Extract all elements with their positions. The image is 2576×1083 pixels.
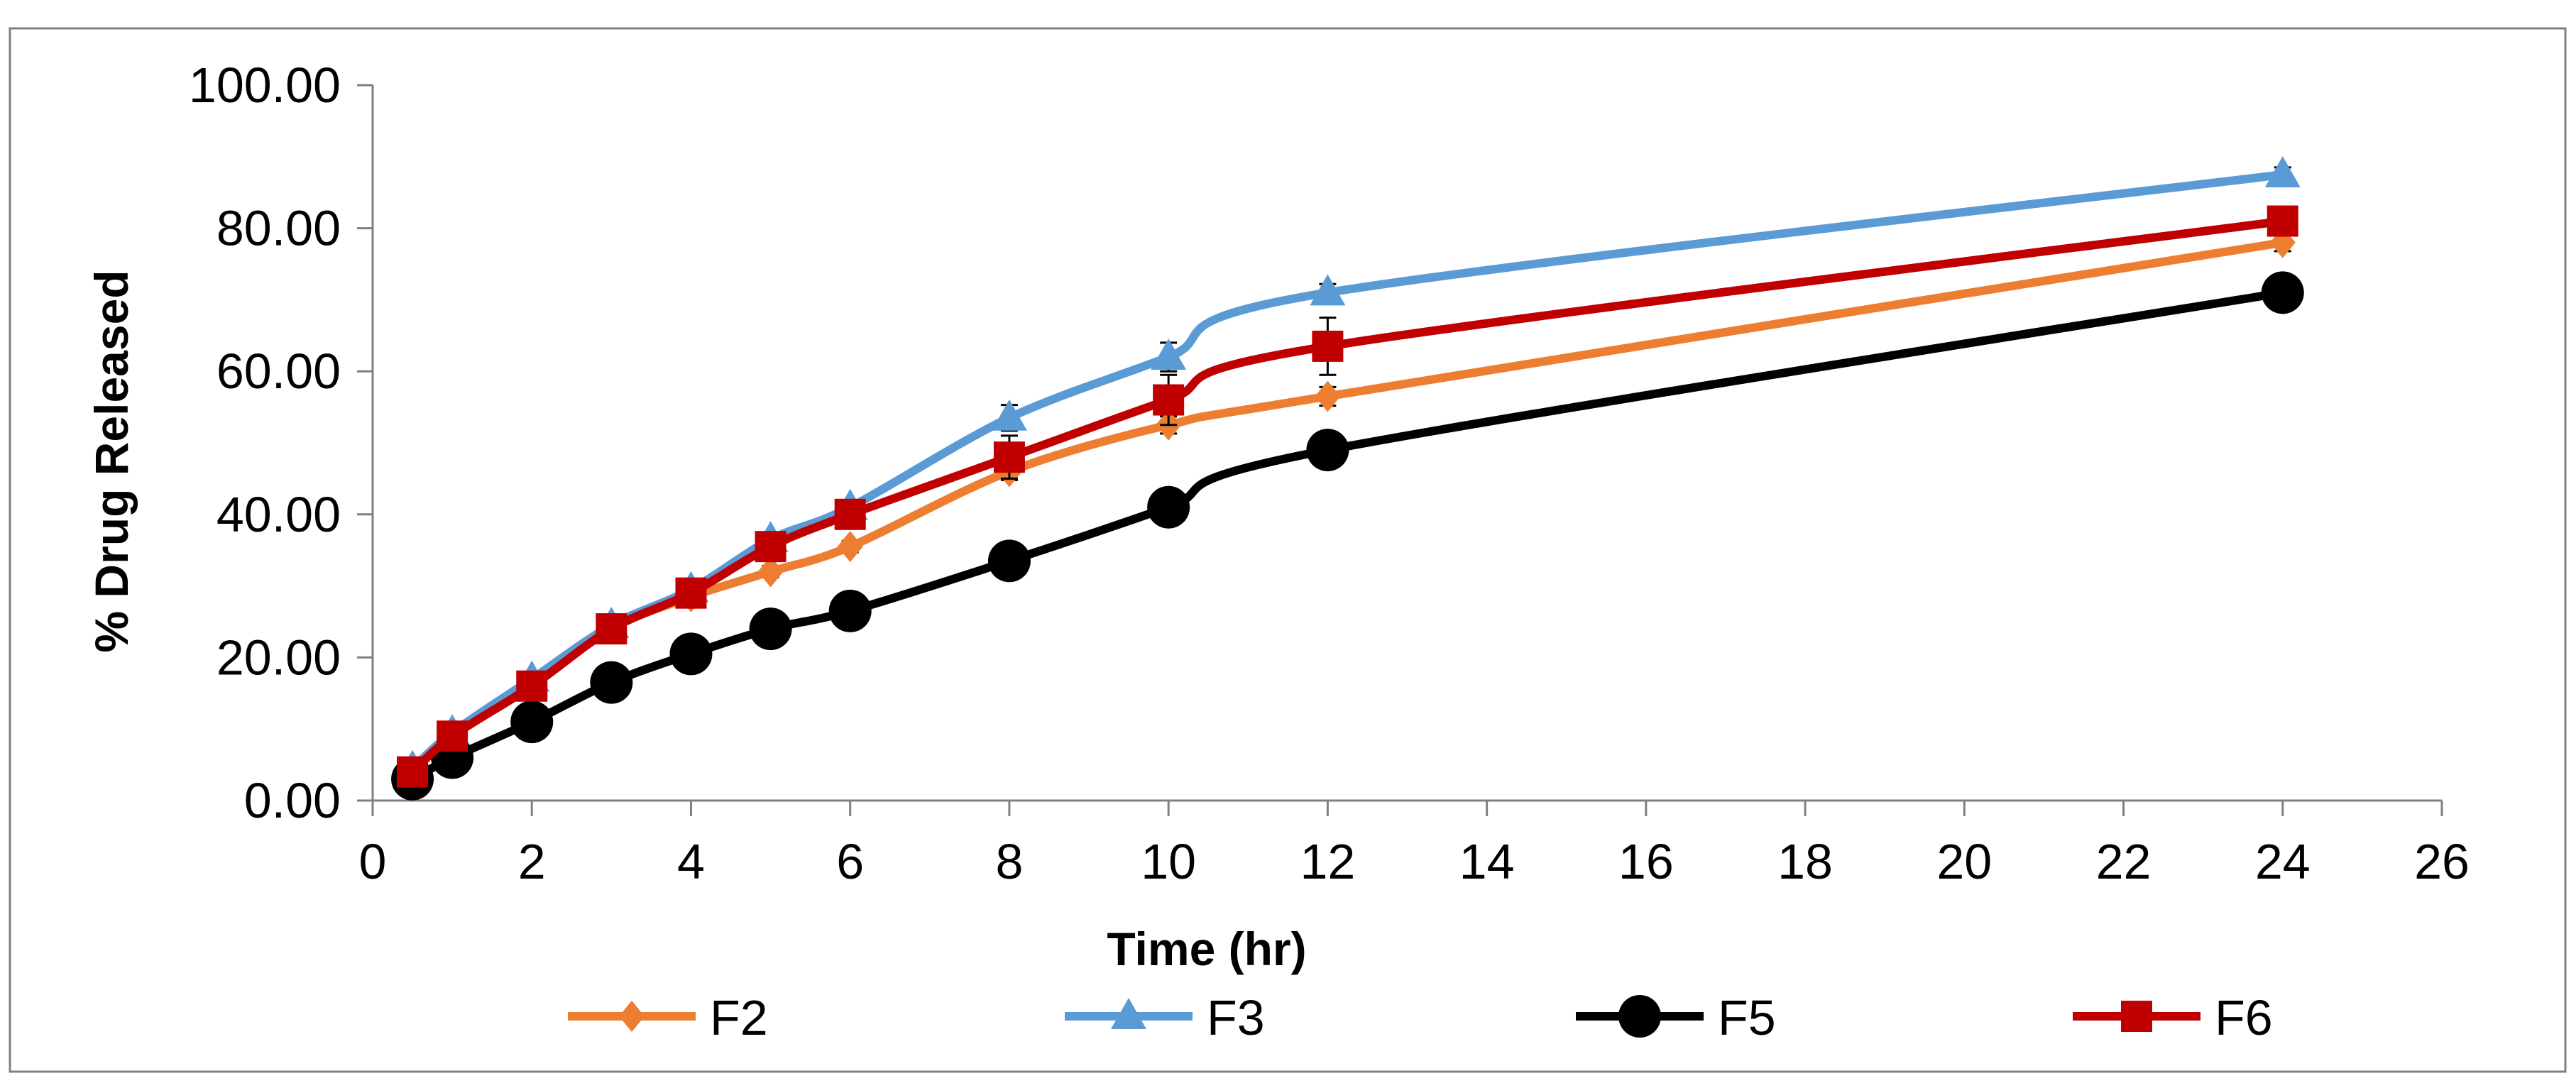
legend-label: F3 (1207, 990, 1265, 1045)
x-axis-title: Time (hr) (1107, 923, 1306, 975)
marker-legend-F3 (1111, 998, 1146, 1029)
x-tick-label: 8 (995, 834, 1023, 889)
y-tick-label: 0.00 (244, 773, 341, 828)
marker-F5 (828, 589, 872, 632)
x-tick-label: 22 (2096, 834, 2152, 889)
marker-F3 (2264, 156, 2301, 187)
marker-legend-F5 (1618, 995, 1661, 1038)
legend-label: F6 (2215, 990, 2273, 1045)
marker-F6 (675, 577, 707, 609)
marker-F5 (510, 700, 554, 744)
marker-F5 (987, 539, 1031, 583)
marker-F6 (834, 498, 866, 530)
chart-frame (9, 27, 2567, 1073)
y-tick-label: 20.00 (217, 630, 341, 685)
marker-F5 (590, 661, 633, 704)
marker-F6 (755, 531, 786, 563)
legend-item-F5: F5 (1576, 990, 1776, 1045)
series-F5 (391, 271, 2304, 801)
y-tick-label: 40.00 (217, 487, 341, 542)
legend-item-F3: F3 (1065, 990, 1265, 1045)
marker-F5 (2261, 271, 2304, 314)
x-tick-label: 10 (1141, 834, 1196, 889)
marker-F6 (397, 756, 429, 788)
marker-F3 (991, 399, 1027, 431)
marker-F6 (2267, 205, 2298, 237)
series-line-F5 (408, 288, 2287, 784)
marker-F6 (596, 613, 627, 645)
x-tick-label: 4 (677, 834, 705, 889)
x-tick-label: 18 (1777, 834, 1833, 889)
y-tick-label: 60.00 (217, 343, 341, 399)
marker-legend-F2 (619, 1001, 645, 1032)
series-layer (391, 156, 2304, 801)
y-axis-title: % Drug Released (85, 270, 138, 652)
x-tick-label: 0 (359, 834, 387, 889)
marker-F6 (437, 720, 468, 752)
x-tick-label: 24 (2255, 834, 2311, 889)
marker-F2 (1315, 380, 1341, 412)
x-tick-label: 20 (1936, 834, 1992, 889)
legend-item-F6: F6 (2073, 990, 2273, 1045)
x-tick-label: 26 (2414, 834, 2470, 889)
series-line-F3 (408, 170, 2287, 773)
marker-F6 (993, 441, 1025, 473)
x-tick-label: 16 (1618, 834, 1674, 889)
marker-legend-F6 (2121, 1001, 2152, 1032)
x-tick-label: 6 (836, 834, 864, 889)
legend-item-F2: F2 (568, 990, 768, 1045)
marker-F2 (837, 531, 863, 563)
marker-F5 (749, 608, 792, 651)
marker-F3 (1310, 274, 1346, 306)
marker-F6 (1312, 330, 1344, 362)
legend: F2 F3 F5 F6 (568, 990, 2273, 1045)
y-tick-label: 100.00 (189, 57, 341, 113)
x-tick-label: 14 (1459, 834, 1515, 889)
series-F6 (397, 205, 2298, 788)
marker-F3 (1151, 339, 1187, 370)
x-tick-label: 12 (1300, 834, 1355, 889)
marker-F2 (757, 556, 784, 588)
marker-F5 (1147, 485, 1190, 529)
series-line-F6 (408, 216, 2287, 776)
legend-label: F5 (1718, 990, 1776, 1045)
x-tick-label: 2 (518, 834, 546, 889)
marker-F6 (1153, 384, 1185, 416)
legend-label: F2 (710, 990, 768, 1045)
marker-F5 (1306, 429, 1349, 472)
marker-F5 (669, 632, 713, 676)
y-tick-label: 80.00 (217, 201, 341, 256)
marker-F6 (516, 670, 548, 702)
